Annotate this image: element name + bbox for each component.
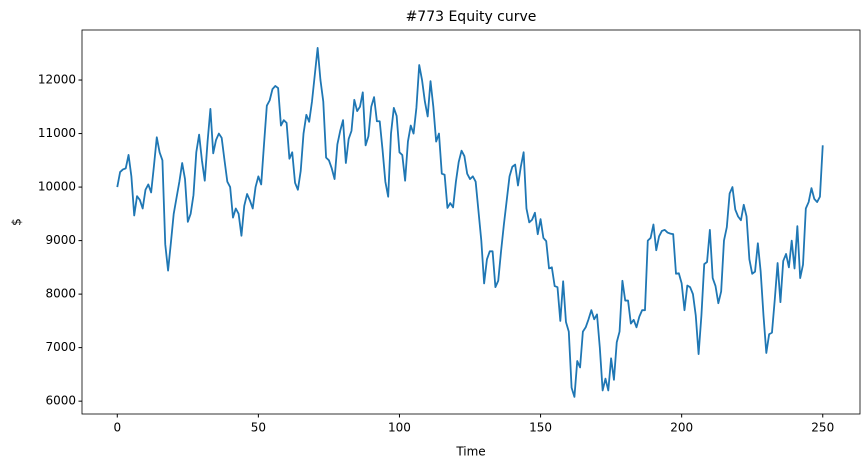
chart-title: #773 Equity curve xyxy=(406,9,537,25)
x-tick-label: 100 xyxy=(388,421,411,435)
y-tick-label: 10000 xyxy=(38,180,76,194)
x-tick-label: 200 xyxy=(670,421,693,435)
x-tick-label: 50 xyxy=(251,421,266,435)
y-axis-label: $ xyxy=(10,218,24,226)
y-tick-label: 9000 xyxy=(45,233,76,247)
equity-line xyxy=(116,47,824,398)
x-axis-label: Time xyxy=(455,445,485,459)
x-tick-label: 150 xyxy=(529,421,552,435)
y-tick-label: 7000 xyxy=(45,340,76,354)
y-tick-label: 11000 xyxy=(38,126,76,140)
plot-frame xyxy=(81,29,861,415)
y-tick-label: 6000 xyxy=(45,394,76,408)
y-tick-label: 8000 xyxy=(45,287,76,301)
x-tick-label: 250 xyxy=(811,421,834,435)
y-tick-label: 12000 xyxy=(38,73,76,87)
x-tick-label: 0 xyxy=(113,421,121,435)
